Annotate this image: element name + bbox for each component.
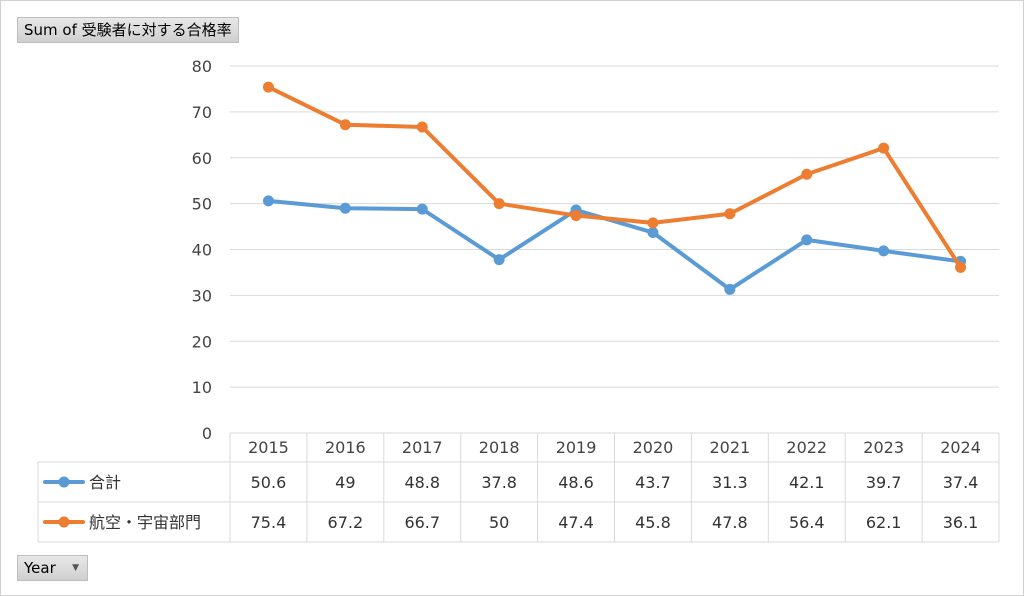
y-tick-label: 50	[192, 195, 212, 214]
data-point	[570, 210, 582, 222]
value-field-label: Sum of 受験者に対する合格率	[24, 21, 232, 39]
x-category-label: 2021	[709, 438, 750, 457]
data-point	[339, 202, 351, 214]
data-point	[262, 195, 274, 207]
data-point	[955, 261, 967, 273]
table-cell: 50.6	[251, 473, 287, 492]
dropdown-arrow-icon[interactable]: ▼	[72, 563, 79, 573]
table-cell: 66.7	[404, 513, 440, 532]
data-point	[801, 168, 813, 180]
y-tick-label: 0	[202, 424, 212, 443]
y-tick-label: 10	[192, 378, 212, 397]
table-cell: 48.8	[404, 473, 440, 492]
y-tick-label: 20	[192, 332, 212, 351]
table-cell: 36.1	[943, 513, 979, 532]
y-tick-label: 30	[192, 286, 212, 305]
y-tick-label: 60	[192, 149, 212, 168]
x-category-label: 2016	[325, 438, 366, 457]
legend-label: 航空・宇宙部門	[89, 513, 201, 532]
y-tick-label: 40	[192, 241, 212, 260]
table-cell: 47.8	[712, 513, 748, 532]
x-category-label: 2018	[479, 438, 520, 457]
data-point	[647, 217, 659, 229]
table-cell: 42.1	[789, 473, 825, 492]
table-cell: 39.7	[866, 473, 902, 492]
legend-key-marker	[58, 516, 70, 528]
x-category-label: 2024	[940, 438, 981, 457]
x-category-label: 2022	[786, 438, 827, 457]
value-field-button[interactable]: Sum of 受験者に対する合格率	[17, 17, 239, 43]
data-point	[416, 203, 428, 215]
table-cell: 31.3	[712, 473, 748, 492]
data-point	[262, 81, 274, 93]
table-cell: 56.4	[789, 513, 825, 532]
y-tick-label: 70	[192, 103, 212, 122]
series-line	[266, 198, 963, 292]
data-point	[493, 254, 505, 266]
series-line	[266, 85, 963, 270]
axis-field-button[interactable]: Year ▼	[17, 555, 88, 581]
legend-key-marker	[58, 476, 70, 488]
data-point	[878, 142, 890, 154]
table-cell: 50	[489, 513, 509, 532]
table-cell: 48.6	[558, 473, 594, 492]
axis-field-label: Year	[24, 559, 56, 577]
table-cell: 75.4	[251, 513, 287, 532]
table-cell: 49	[335, 473, 355, 492]
table-cell: 43.7	[635, 473, 671, 492]
data-point	[339, 119, 351, 131]
data-point	[724, 283, 736, 295]
legend-label: 合計	[89, 473, 121, 492]
table-cell: 47.4	[558, 513, 594, 532]
table-cell: 67.2	[328, 513, 364, 532]
x-category-label: 2017	[402, 438, 443, 457]
table-cell: 37.4	[943, 473, 979, 492]
x-category-label: 2019	[556, 438, 597, 457]
data-point	[493, 198, 505, 210]
data-point	[416, 121, 428, 133]
y-tick-label: 80	[192, 57, 212, 76]
table-cell: 62.1	[866, 513, 902, 532]
data-point	[724, 208, 736, 220]
table-cell: 45.8	[635, 513, 671, 532]
data-point	[878, 245, 890, 257]
x-category-label: 2020	[633, 438, 674, 457]
x-category-label: 2023	[863, 438, 904, 457]
x-category-label: 2015	[248, 438, 289, 457]
data-point	[647, 227, 659, 239]
table-cell: 37.8	[481, 473, 517, 492]
data-point	[801, 234, 813, 246]
